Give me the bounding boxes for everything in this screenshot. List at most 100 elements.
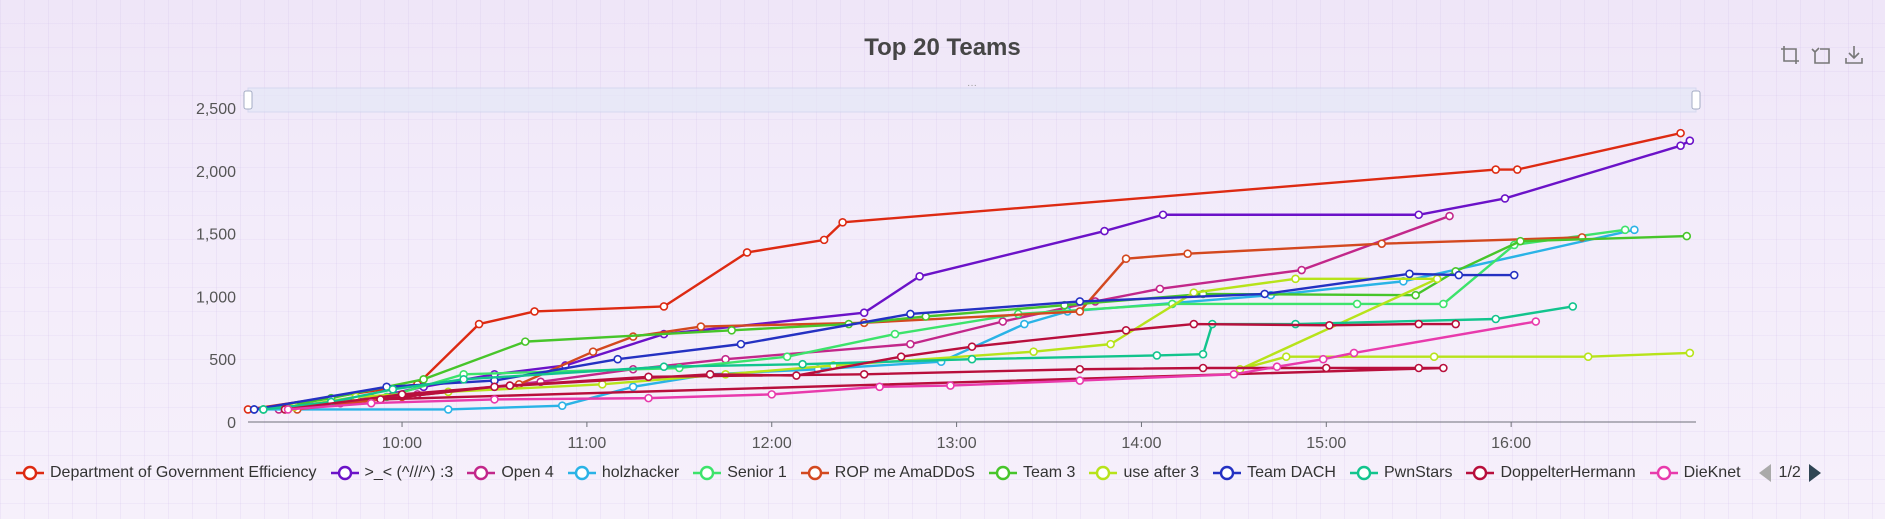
data-point[interactable]: [474, 319, 484, 329]
legend-item[interactable]: ROP me AmaDDoS: [800, 464, 975, 482]
data-point[interactable]: [1445, 211, 1454, 221]
data-point[interactable]: [1439, 299, 1448, 309]
series-10[interactable]: [280, 319, 1460, 414]
data-point[interactable]: [1583, 352, 1593, 361]
data-point[interactable]: [1676, 128, 1685, 138]
data-point[interactable]: [1685, 348, 1695, 358]
data-point[interactable]: [1260, 289, 1269, 299]
data-zoom-slider[interactable]: ···: [243, 80, 1701, 113]
data-point[interactable]: [1429, 352, 1439, 361]
data-point[interactable]: [249, 405, 259, 414]
data-point[interactable]: [1198, 363, 1208, 373]
legend-item[interactable]: PwnStars: [1349, 464, 1452, 482]
legend-item[interactable]: Senior 1: [693, 464, 787, 482]
data-point[interactable]: [520, 337, 530, 346]
data-point[interactable]: [859, 369, 869, 379]
zoom-icon[interactable]: [1779, 44, 1801, 66]
data-point[interactable]: [588, 347, 598, 356]
data-point[interactable]: [1297, 265, 1306, 275]
data-point[interactable]: [838, 217, 847, 227]
data-point[interactable]: [490, 395, 499, 404]
data-point[interactable]: [1491, 165, 1501, 174]
data-point[interactable]: [644, 393, 653, 403]
data-point[interactable]: [1513, 165, 1522, 174]
data-point[interactable]: [1075, 307, 1085, 316]
series-line[interactable]: [254, 228, 1635, 411]
legend-item[interactable]: Team DACH: [1213, 464, 1336, 482]
data-point[interactable]: [644, 372, 653, 382]
series-8[interactable]: [249, 269, 1519, 414]
data-point[interactable]: [906, 309, 915, 319]
data-point[interactable]: [696, 322, 706, 331]
data-point[interactable]: [1075, 376, 1085, 385]
legend-item[interactable]: Department of Government Efficiency: [16, 464, 317, 482]
legend-item[interactable]: use after 3: [1089, 464, 1199, 482]
data-point[interactable]: [1106, 339, 1115, 349]
data-point[interactable]: [419, 374, 428, 384]
data-point[interactable]: [1414, 319, 1424, 329]
data-point[interactable]: [1352, 299, 1362, 309]
data-point[interactable]: [1411, 290, 1420, 300]
data-point[interactable]: [659, 362, 669, 372]
legend-item[interactable]: holzhacker: [567, 464, 679, 482]
data-point[interactable]: [1281, 352, 1291, 361]
data-point[interactable]: [967, 354, 977, 364]
data-point[interactable]: [530, 307, 539, 316]
data-point[interactable]: [1682, 231, 1692, 241]
data-point[interactable]: [767, 390, 777, 399]
data-point[interactable]: [1509, 270, 1519, 280]
data-point[interactable]: [1531, 317, 1541, 326]
data-point[interactable]: [1491, 314, 1501, 324]
data-point[interactable]: [906, 339, 915, 349]
data-point[interactable]: [1020, 319, 1029, 329]
data-point[interactable]: [1152, 351, 1162, 360]
data-point[interactable]: [792, 371, 801, 380]
zoom-drag-handle[interactable]: ···: [967, 80, 977, 91]
data-point[interactable]: [1630, 225, 1639, 235]
data-point[interactable]: [1158, 210, 1168, 220]
data-point[interactable]: [659, 302, 669, 311]
data-point[interactable]: [1676, 141, 1685, 150]
zoom-reset-icon[interactable]: [1811, 44, 1833, 66]
series-11[interactable]: [283, 317, 1541, 414]
data-point[interactable]: [557, 401, 567, 410]
data-point[interactable]: [998, 317, 1008, 326]
series-line[interactable]: [294, 277, 1690, 409]
series-7[interactable]: [289, 274, 1695, 412]
legend-item[interactable]: DieKnet: [1649, 464, 1741, 482]
data-point[interactable]: [1349, 348, 1359, 358]
data-point[interactable]: [1439, 363, 1448, 373]
data-point[interactable]: [1414, 210, 1424, 220]
legend-prev-arrow-icon[interactable]: [1758, 464, 1771, 482]
legend-item[interactable]: Open 4: [467, 464, 554, 482]
data-point[interactable]: [721, 354, 730, 364]
legend-item[interactable]: DoppelterHermann: [1466, 464, 1636, 482]
data-point[interactable]: [1291, 274, 1300, 284]
data-point[interactable]: [1183, 249, 1192, 258]
data-point[interactable]: [1272, 362, 1282, 372]
data-point[interactable]: [1620, 225, 1630, 235]
data-point[interactable]: [736, 339, 746, 349]
data-point[interactable]: [742, 248, 752, 257]
data-point[interactable]: [1414, 363, 1424, 373]
data-point[interactable]: [459, 374, 468, 384]
data-point[interactable]: [798, 359, 807, 369]
data-point[interactable]: [1685, 136, 1695, 145]
data-point[interactable]: [505, 381, 515, 390]
legend-item[interactable]: >_< (^///^) :3: [330, 464, 453, 482]
series-line[interactable]: [247, 131, 1681, 411]
data-point[interactable]: [1516, 236, 1525, 246]
data-point[interactable]: [819, 235, 829, 245]
data-point[interactable]: [915, 272, 924, 281]
data-point[interactable]: [1198, 349, 1208, 359]
data-point[interactable]: [1075, 297, 1085, 306]
data-point[interactable]: [283, 405, 293, 414]
data-point[interactable]: [1075, 364, 1085, 374]
legend-next-arrow-icon[interactable]: [1808, 464, 1821, 482]
data-point[interactable]: [1029, 347, 1038, 356]
series-line[interactable]: [263, 228, 1626, 411]
data-point[interactable]: [1229, 369, 1239, 379]
data-point[interactable]: [1100, 226, 1109, 236]
data-point[interactable]: [397, 390, 407, 399]
data-point[interactable]: [782, 352, 792, 361]
